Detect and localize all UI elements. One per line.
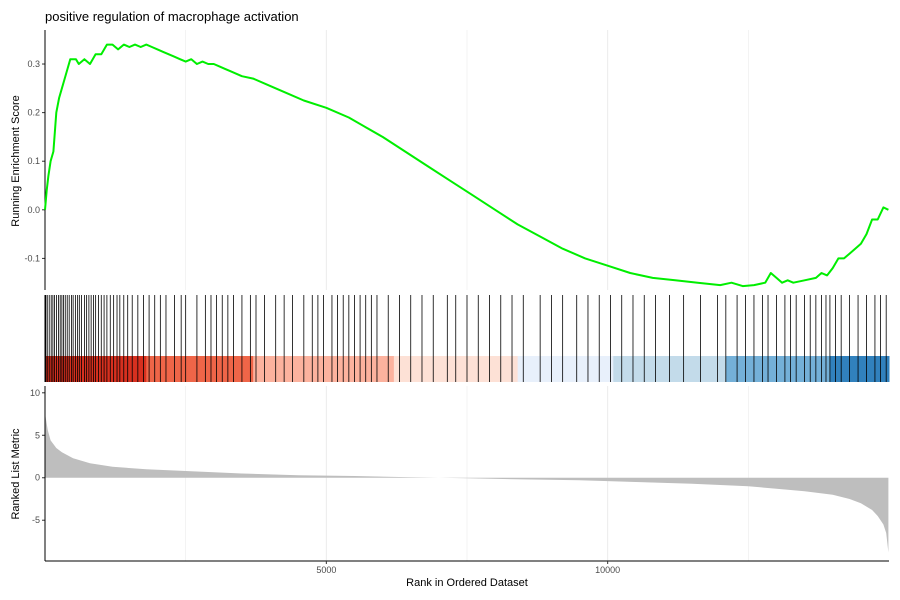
ranked-metric-panel: -5 0 5 10 5000 10000	[30, 386, 889, 575]
colorbar-segment-4	[517, 356, 614, 382]
colorbar-segment-7	[829, 356, 890, 382]
running-score-ylabel: Running Enrichment Score	[10, 95, 22, 226]
ranked-metric-ylabel: Ranked List Metric	[10, 428, 22, 520]
score-y-tick-label-3: 0.2	[27, 108, 40, 118]
x-tick-label-0: 5000	[316, 565, 336, 575]
metric-y-tick-label-2: 5	[35, 430, 40, 440]
score-y-tick-label-2: 0.1	[27, 156, 40, 166]
running-score-panel: -0.1 0.0 0.1 0.2 0.3	[24, 30, 889, 290]
colorbar-segment-1	[146, 356, 254, 382]
score-y-tick-label-1: 0.0	[27, 205, 40, 215]
score-y-tick-label-0: -0.1	[24, 253, 40, 263]
x-tick-label-1: 10000	[595, 565, 620, 575]
colorbar-segment-6	[725, 356, 831, 382]
metric-y-tick-label-1: 0	[35, 473, 40, 483]
score-y-tick-label-4: 0.3	[27, 59, 40, 69]
plot-title: positive regulation of macrophage activa…	[45, 9, 299, 24]
running-score-line	[44, 43, 889, 288]
x-axis-label: Rank in Ordered Dataset	[406, 577, 528, 589]
gene-hits-panel	[44, 295, 890, 382]
ranked-metric-area	[45, 413, 889, 553]
metric-y-tick-label-0: -5	[32, 515, 40, 525]
metric-y-tick-label-3: 10	[30, 388, 40, 398]
